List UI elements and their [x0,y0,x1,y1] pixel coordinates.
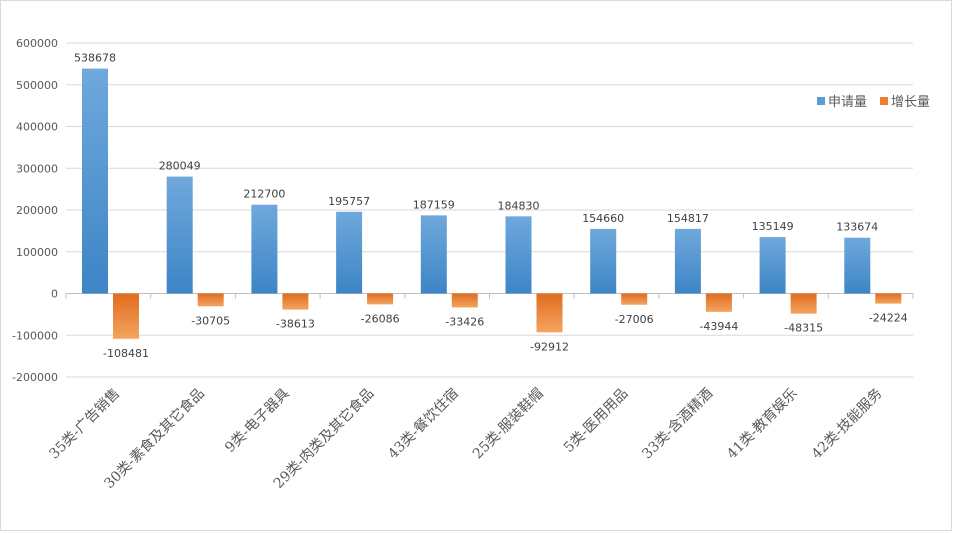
y-tick-label: 100000 [16,246,58,259]
data-label: 187159 [413,198,455,211]
data-label: 195757 [328,195,370,208]
y-tick-label: 400000 [16,121,58,134]
data-label: -30705 [191,314,230,327]
data-label: 154817 [667,212,709,225]
y-tick-label: 500000 [16,79,58,92]
bar-增长量 [451,293,478,308]
data-label: -43944 [699,320,738,333]
category-label: 41类-教育娱乐 [724,386,801,463]
legend-label: 增长量 [891,95,930,110]
category-label: 42类-技能服务 [809,386,886,463]
data-label: 538678 [74,52,116,65]
data-label: 154660 [582,212,624,225]
y-tick-label: 200000 [16,204,58,217]
bar-增长量 [113,293,139,339]
bar-申请量 [505,216,532,294]
legend-swatch [817,97,825,105]
category-label: 9类-电子器具 [222,386,292,456]
legend-label: 申请量 [828,95,867,110]
category-label: 43类-餐饮住宿 [385,385,462,462]
bar-增长量 [621,293,648,305]
data-label: -26086 [361,312,400,325]
bar-申请量 [251,204,278,294]
bar-增长量 [875,293,902,304]
data-label: -38613 [276,318,315,331]
data-label: -24224 [869,312,908,325]
bar-申请量 [674,228,701,294]
data-label: 184830 [498,199,540,212]
gridlines [66,42,913,378]
data-label: 280049 [159,160,201,173]
bar-增长量 [197,293,224,307]
data-label: 135149 [752,220,794,233]
y-tick-label: -200000 [12,371,58,384]
bar-增长量 [367,293,394,305]
data-label: 133674 [836,221,878,234]
data-label: -27006 [615,313,654,326]
data-label: -33426 [445,315,484,328]
bar-申请量 [590,228,617,294]
bar-增长量 [536,293,563,333]
y-tick-label: 600000 [16,37,58,50]
category-label: 5类-医用用品 [561,386,631,456]
bars [82,68,902,339]
data-label: -92912 [530,340,569,353]
bar-申请量 [759,237,786,294]
bar-申请量 [166,176,193,294]
legend: 申请量 增长量 [817,95,930,110]
category-label: 35类-广告销售 [46,386,123,463]
data-label: 212700 [243,188,285,201]
data-label: -48315 [784,322,823,335]
bar-申请量 [420,215,447,294]
bar-申请量 [844,237,871,294]
y-tick-label: 0 [51,288,58,301]
y-tick-label: 300000 [16,162,58,175]
bar-申请量 [336,211,363,294]
bar-增长量 [705,293,732,312]
legend-swatch [880,97,888,105]
bar-申请量 [82,68,108,294]
bar-增长量 [282,293,309,310]
bar-增长量 [790,293,817,314]
data-label: -108481 [103,347,149,360]
category-label: 33类-含酒精酒 [639,386,716,463]
category-label: 25类-服装鞋帽 [470,386,547,463]
y-tick-label: -100000 [12,329,58,342]
data-labels: 538678 -108481 280049 -30705 212700 -38613 195… [74,52,908,360]
